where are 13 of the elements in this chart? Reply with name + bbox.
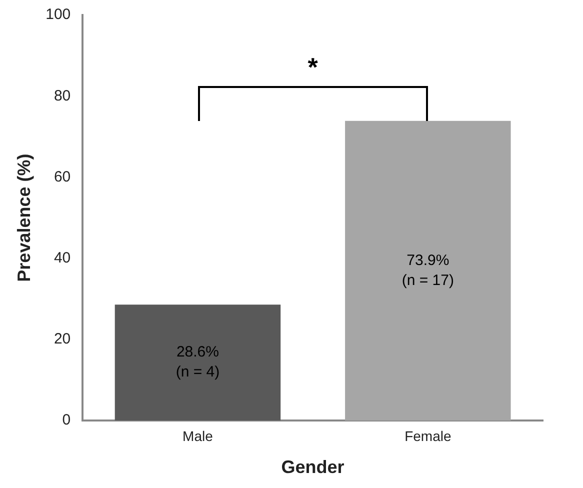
y-tick-label: 80 (54, 87, 71, 104)
annotation: * (308, 52, 318, 83)
y-tick-label: 60 (54, 168, 71, 186)
y-tick-label: 0 (62, 412, 71, 429)
y-axis-title: Prevalence (%) (14, 154, 34, 282)
y-tick-label: 40 (54, 250, 71, 266)
data-label: 73.9% (n = 17) (402, 252, 454, 289)
x-tick-label: Male (182, 428, 214, 444)
x-axis-title: Gender (281, 457, 344, 478)
x-tick-label: Female (404, 428, 452, 444)
data-label: 28.6% (n = 4) (176, 344, 220, 381)
y-tick-label: 100 (46, 6, 71, 24)
y-tick-label: 20 (54, 330, 71, 348)
